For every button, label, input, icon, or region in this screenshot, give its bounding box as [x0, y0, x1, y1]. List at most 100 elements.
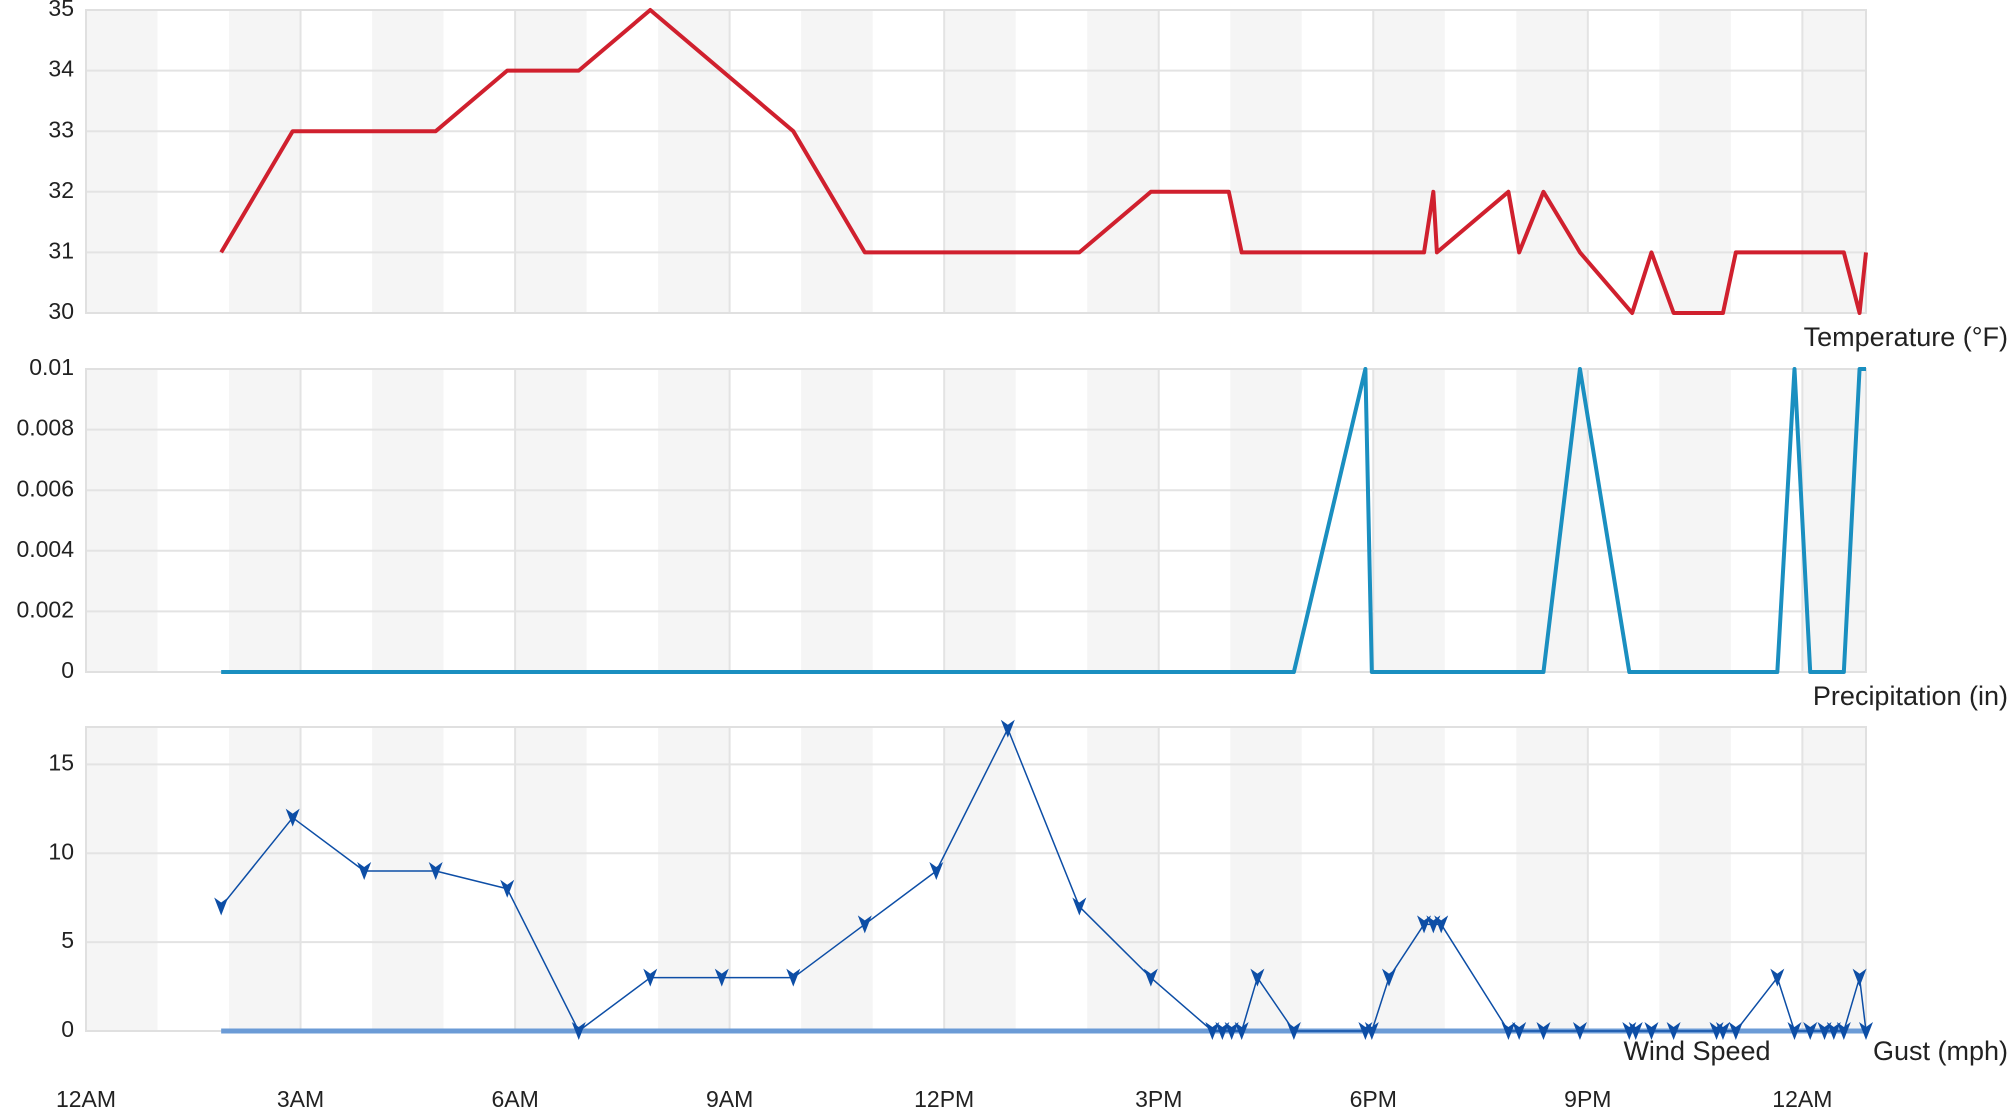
y-tick-label: 32	[48, 177, 74, 203]
wind-marker	[1803, 1022, 1818, 1040]
hour-band	[1373, 369, 1445, 672]
x-tick-label: 3PM	[1135, 1086, 1182, 1109]
wind-marker	[1000, 719, 1015, 738]
hour-band	[1802, 10, 1866, 313]
hour-band	[1516, 727, 1588, 1031]
hour-band	[229, 10, 301, 313]
wind-marker	[1143, 968, 1158, 987]
wind-marker	[1536, 1022, 1551, 1040]
wind-marker	[1572, 1022, 1587, 1040]
hour-band	[1087, 727, 1159, 1031]
wind-marker	[857, 915, 872, 934]
y-tick-label: 30	[48, 298, 74, 324]
wind-marker	[1224, 1022, 1239, 1040]
hour-band	[944, 727, 1016, 1031]
y-tick-label: 15	[48, 749, 74, 775]
hour-band	[944, 369, 1016, 672]
wind-marker	[1715, 1022, 1730, 1040]
hour-band	[658, 369, 730, 672]
hour-band	[515, 369, 587, 672]
wind-marker	[1728, 1022, 1743, 1040]
y-tick-label: 5	[61, 927, 74, 953]
hour-band	[86, 369, 158, 672]
wind-marker	[214, 897, 229, 916]
wind-marker	[285, 808, 300, 827]
wind-marker	[1364, 1022, 1379, 1040]
hour-band	[1230, 727, 1302, 1031]
wind-marker	[1852, 968, 1867, 987]
wind-marker	[1666, 1022, 1681, 1040]
wind-marker	[1770, 968, 1785, 987]
data-line	[221, 367, 1866, 674]
wind-marker	[1417, 915, 1432, 934]
hour-band	[229, 369, 301, 672]
wind-marker	[786, 968, 801, 987]
hour-band	[86, 727, 158, 1031]
hour-band	[1373, 10, 1445, 313]
hour-band	[1230, 10, 1302, 313]
hour-band	[1802, 727, 1866, 1031]
wind-marker	[714, 968, 729, 987]
wind-marker	[929, 862, 944, 880]
hour-band	[1659, 727, 1731, 1031]
hour-band	[658, 727, 730, 1031]
axis-label: Precipitation (in)	[1813, 681, 2008, 711]
wind-marker	[1286, 1022, 1301, 1040]
legend-label: Gust (mph)	[1873, 1036, 2008, 1066]
hour-band	[1516, 369, 1588, 672]
y-tick-label: 0	[61, 1016, 74, 1042]
y-tick-label: 34	[48, 56, 74, 82]
y-tick-label: 0	[61, 657, 74, 683]
x-tick-label: 9AM	[706, 1086, 753, 1109]
hour-band	[1230, 369, 1302, 672]
wind-marker	[1644, 1022, 1659, 1040]
hour-band	[515, 727, 587, 1031]
data-line	[220, 728, 1867, 1032]
y-tick-label: 0.004	[16, 536, 74, 562]
plot-border	[85, 9, 1867, 314]
hour-band	[801, 369, 873, 672]
y-tick-label: 33	[48, 116, 74, 142]
wind-marker	[1250, 968, 1265, 987]
wind-marker	[1234, 1022, 1249, 1040]
hour-band	[1659, 369, 1731, 672]
hour-band	[372, 727, 444, 1031]
wind-marker	[1381, 968, 1396, 987]
hour-band	[229, 727, 301, 1031]
hour-band	[86, 10, 158, 313]
wind-marker	[428, 862, 443, 880]
wind-marker	[1501, 1022, 1516, 1040]
wind-marker	[1205, 1022, 1220, 1040]
x-tick-label: 3AM	[277, 1086, 324, 1109]
wind-marker	[1215, 1022, 1230, 1040]
wind-marker	[1817, 1022, 1832, 1040]
x-tick-label: 6AM	[491, 1086, 538, 1109]
wind-marker	[1434, 915, 1449, 934]
hour-band	[515, 10, 587, 313]
hour-band	[1087, 369, 1159, 672]
y-tick-label: 35	[48, 0, 74, 21]
wind-marker	[1512, 1022, 1527, 1040]
wind-marker	[1628, 1022, 1643, 1040]
y-tick-label: 0.008	[16, 415, 74, 441]
hour-band	[1373, 727, 1445, 1031]
hour-band	[1659, 10, 1731, 313]
x-tick-label: 12PM	[914, 1086, 974, 1109]
axis-label: Temperature (°F)	[1804, 322, 2008, 352]
x-tick-label: 12AM	[1772, 1086, 1832, 1109]
wind-marker	[643, 968, 658, 987]
hour-band	[372, 369, 444, 672]
wind-marker	[1072, 897, 1087, 916]
hour-band	[801, 727, 873, 1031]
wind-marker	[1787, 1022, 1802, 1040]
y-tick-label: 0.002	[16, 596, 74, 622]
wind-marker	[1826, 1022, 1841, 1040]
hour-band	[1516, 10, 1588, 313]
legend-label: Wind Speed	[1623, 1036, 1770, 1066]
y-tick-label: 31	[48, 237, 74, 263]
data-line	[219, 8, 1868, 315]
y-tick-label: 0.01	[29, 354, 74, 380]
wind-marker	[1859, 1022, 1873, 1040]
y-tick-label: 10	[48, 838, 74, 864]
